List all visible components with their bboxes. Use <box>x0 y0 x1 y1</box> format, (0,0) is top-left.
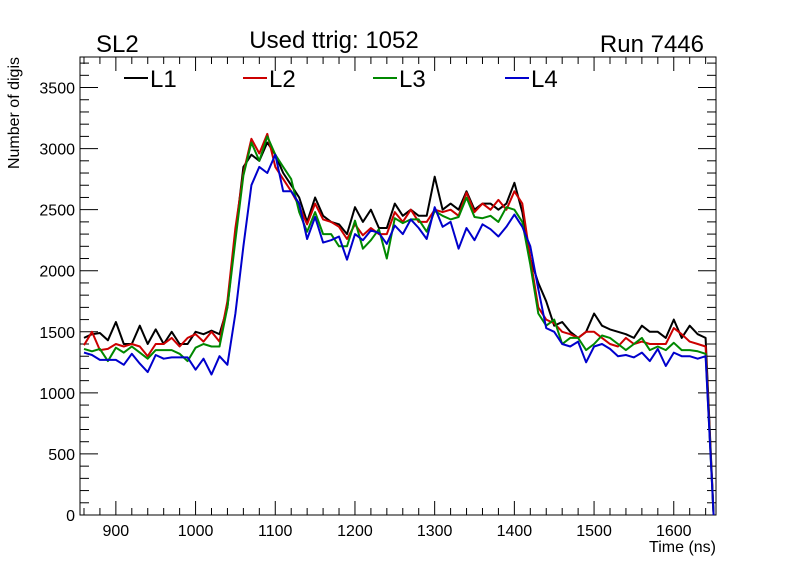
plot-frame <box>79 56 717 516</box>
y-tick-label: 3500 <box>39 81 75 98</box>
legend-label: L3 <box>399 66 426 93</box>
ttrig-label: Used ttrig: 1052 <box>249 27 418 54</box>
y-tick-label: 1500 <box>39 325 75 342</box>
y-tick-label: 1000 <box>39 386 75 403</box>
x-tick-label: 1000 <box>178 523 214 540</box>
superlayer-label: SL2 <box>96 31 139 58</box>
series-line-l1 <box>83 141 715 516</box>
x-tick-label: 1300 <box>417 523 453 540</box>
x-tick-label: 900 <box>103 523 130 540</box>
y-tick-label: 2500 <box>39 203 75 220</box>
y-tick-label: 500 <box>48 447 75 464</box>
y-axis-label: Number of digis <box>6 57 23 169</box>
legend-label: L2 <box>269 66 296 93</box>
x-tick-label: 1600 <box>656 523 692 540</box>
x-tick-label: 1100 <box>258 523 293 540</box>
y-tick-label: 2000 <box>39 264 75 281</box>
legend-label: L1 <box>150 66 177 93</box>
legend: L1 L2 L3 L4 <box>124 66 558 93</box>
series-line-l2 <box>83 132 715 516</box>
x-axis-label: Time (ns) <box>649 539 716 556</box>
x-tick-label: 1200 <box>337 523 373 540</box>
x-tick-label: 1400 <box>497 523 533 540</box>
series-lines <box>83 132 715 516</box>
series-line-l4 <box>83 153 715 516</box>
run-label: Run 7446 <box>600 31 704 58</box>
axis-ticks: 900 1000 1100 1200 1300 1400 1500 1600 0 500 1000 1… <box>39 57 716 540</box>
y-tick-label: 0 <box>66 508 75 525</box>
x-tick-label: 1500 <box>576 523 612 540</box>
legend-label: L4 <box>531 66 558 93</box>
y-tick-label: 3000 <box>39 142 75 159</box>
